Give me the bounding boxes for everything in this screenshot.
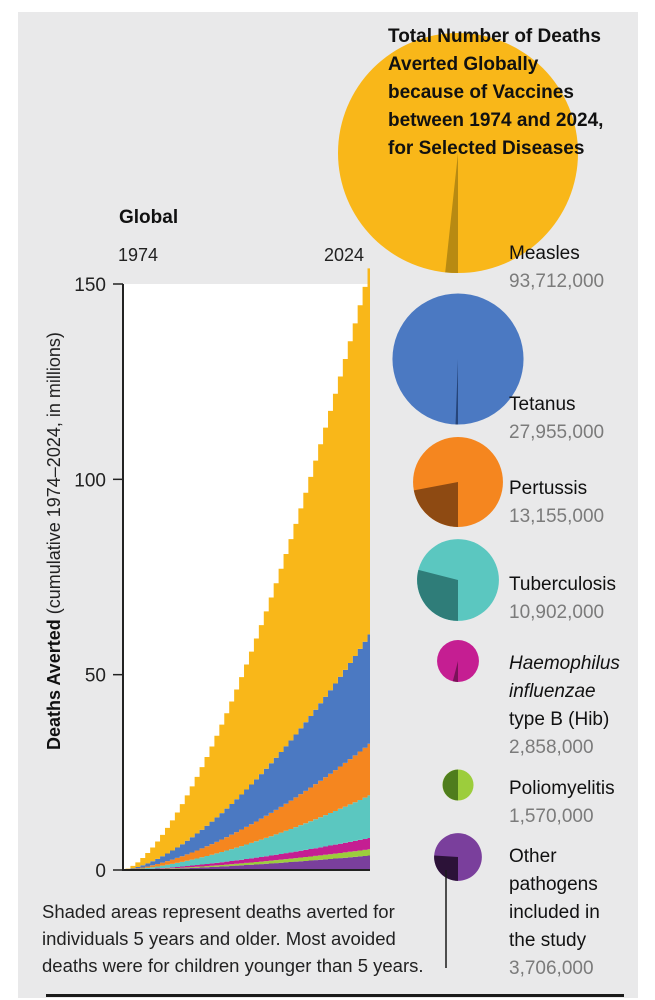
disease-name-hib: influenzae [509,681,596,702]
year-start-label: 1974 [118,245,158,265]
bubble-wedge-measles [445,153,458,273]
bubble-group [338,33,578,881]
title-line: because of Vaccines [388,82,574,103]
y-tick-label: 50 [85,666,106,687]
bubble-wedge-other [434,855,458,881]
top-rule [40,6,626,10]
title-line: between 1974 and 2024, [388,110,603,131]
disease-name-other: included in [509,902,600,923]
y-tick-label: 0 [95,861,106,882]
disease-name-tetanus: Tetanus [509,394,576,415]
disease-name-tuberculosis: Tuberculosis [509,574,616,595]
y-ticks: 0 50 100 150 [74,275,123,882]
y-axis-label: Deaths Averted (cumulative 1974–2024, in… [44,332,64,750]
region-label: Global [119,207,178,228]
title-line: Total Number of Deaths [388,26,601,47]
bubble-wedge-polio [442,769,458,801]
disease-name-measles: Measles [509,243,580,264]
y-axis-label-rest: (cumulative 1974–2024, in millions) [44,332,64,619]
title-line: Averted Globally [388,54,539,75]
bubble-wedge-pertussis [413,482,458,527]
year-end-label: 2024 [324,245,364,265]
y-tick-label: 150 [74,275,106,296]
area-series-haemophilus-influenzae-type-b-hib [123,837,370,870]
disease-value-polio: 1,570,000 [509,806,594,827]
disease-name-other: Other [509,846,557,867]
disease-value-measles: 93,712,000 [509,271,604,292]
disease-value-tuberculosis: 10,902,000 [509,602,604,623]
y-axis-label-bold: Deaths Averted [44,619,64,750]
bubble-wedge-hib [452,661,458,682]
area-series-pertussis [123,743,370,870]
footnote-line: deaths were for children younger than 5 … [42,955,424,976]
bubble-chart-title: Total Number of Deaths Averted Globally be… [388,26,603,159]
disease-name-other: pathogens [509,874,598,895]
footnote: Shaded areas represent deaths averted fo… [42,901,424,976]
disease-value-pertussis: 13,155,000 [509,506,604,527]
area-series-tetanus [123,634,370,870]
area-series-poliomyelitis [123,849,370,870]
disease-name-hib: Haemophilus [509,653,620,674]
area-series-tuberculosis [123,795,370,870]
bubble-wedge-tuberculosis [417,569,458,621]
title-line: for Selected Diseases [388,138,584,159]
disease-value-tetanus: 27,955,000 [509,422,604,443]
footnote-line: individuals 5 years and older. Most avoi… [42,928,396,949]
area-series-measles [123,268,370,870]
disease-name-polio: Poliomyelitis [509,778,615,799]
footnote-line: Shaded areas represent deaths averted fo… [42,901,395,922]
disease-value-other: 3,706,000 [509,958,594,979]
disease-name-other: the study [509,930,587,951]
y-tick-label: 100 [74,470,106,491]
disease-name-pertussis: Pertussis [509,478,587,499]
bottom-rule [46,994,624,997]
bubble-wedge-tetanus [455,359,458,425]
disease-name-hib: type B (Hib) [509,709,609,730]
area-layers [123,268,370,870]
bubble-labels: Measles 93,712,000 Tetanus 27,955,000 Pertus… [509,243,620,979]
area-series-other-pathogens-included-in-the-study [123,855,370,870]
disease-value-hib: 2,858,000 [509,737,594,758]
